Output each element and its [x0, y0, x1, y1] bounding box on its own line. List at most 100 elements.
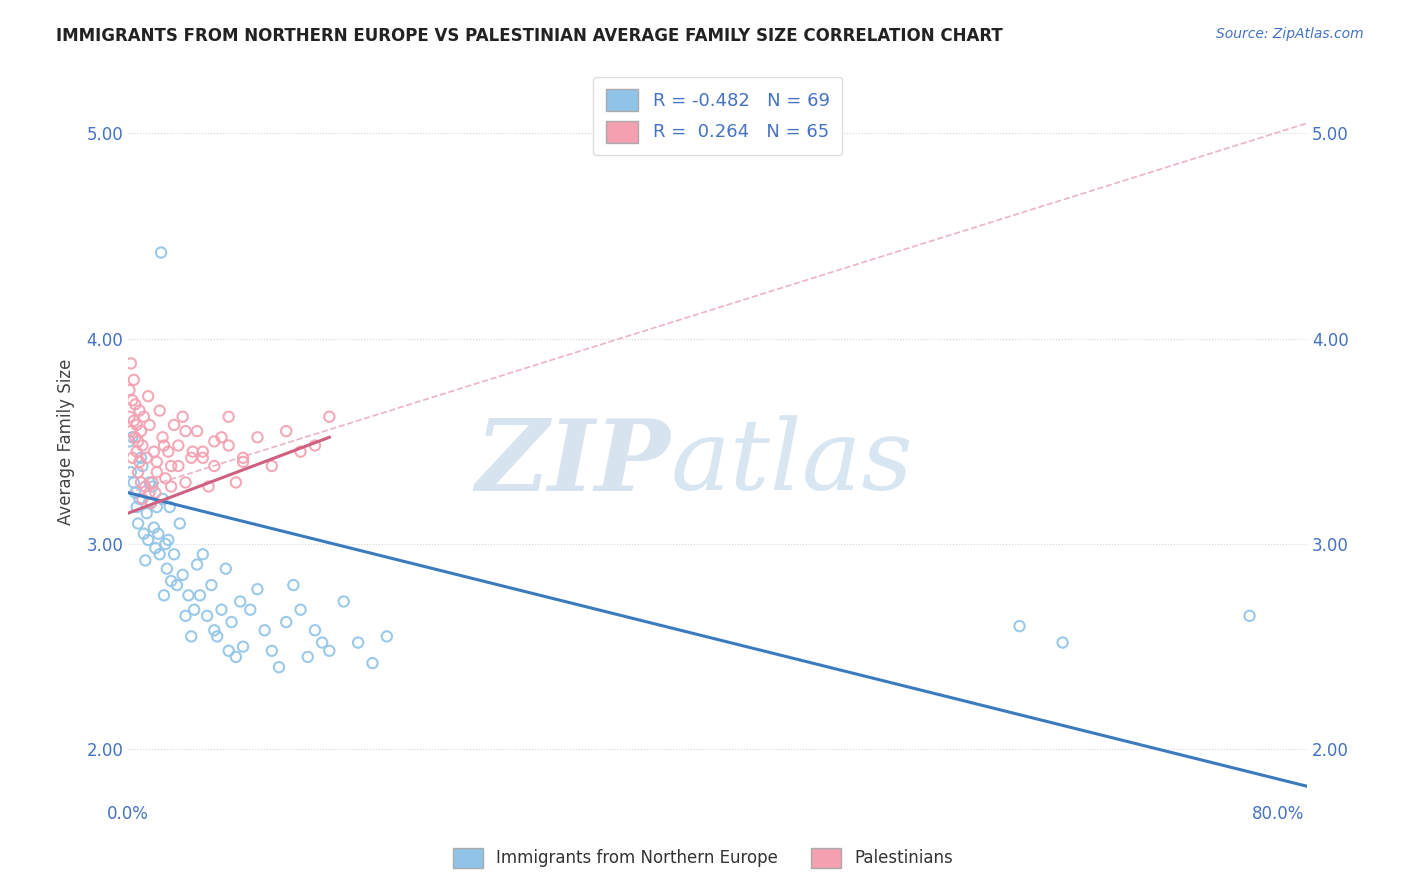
Legend: Immigrants from Northern Europe, Palestinians: Immigrants from Northern Europe, Palesti… — [446, 841, 960, 875]
Point — [132, 409, 155, 424]
Point — [127, 465, 149, 479]
Point — [218, 409, 240, 424]
Point — [283, 578, 305, 592]
Point — [166, 578, 188, 592]
Point — [122, 475, 145, 490]
Point — [136, 533, 159, 547]
Point — [246, 582, 269, 597]
Point — [121, 430, 143, 444]
Point — [128, 455, 150, 469]
Point — [172, 567, 194, 582]
Point — [159, 500, 181, 514]
Point — [225, 649, 247, 664]
Point — [143, 485, 166, 500]
Point — [225, 475, 247, 490]
Point — [163, 417, 186, 432]
Point — [138, 417, 160, 432]
Point — [118, 383, 141, 397]
Point — [191, 450, 214, 465]
Point — [181, 444, 204, 458]
Point — [122, 373, 145, 387]
Point — [127, 516, 149, 531]
Point — [125, 500, 148, 514]
Point — [150, 245, 173, 260]
Point — [186, 424, 208, 438]
Point — [290, 603, 312, 617]
Point — [157, 444, 180, 458]
Point — [202, 624, 225, 638]
Point — [239, 603, 262, 617]
Point — [139, 496, 162, 510]
Point — [132, 526, 155, 541]
Point — [138, 475, 160, 490]
Point — [200, 578, 222, 592]
Point — [124, 397, 146, 411]
Point — [152, 430, 174, 444]
Point — [191, 444, 214, 458]
Text: ZIP: ZIP — [475, 415, 671, 511]
Point — [129, 475, 152, 490]
Point — [260, 644, 283, 658]
Point — [347, 635, 370, 649]
Point — [246, 430, 269, 444]
Point — [146, 455, 169, 469]
Point — [153, 588, 176, 602]
Point — [191, 547, 214, 561]
Point — [128, 403, 150, 417]
Point — [195, 608, 218, 623]
Text: Source: ZipAtlas.com: Source: ZipAtlas.com — [1216, 27, 1364, 41]
Point — [218, 438, 240, 452]
Point — [260, 458, 283, 473]
Point — [135, 506, 157, 520]
Point — [215, 562, 238, 576]
Point — [129, 424, 152, 438]
Point — [131, 491, 153, 506]
Point — [129, 450, 152, 465]
Point — [167, 458, 190, 473]
Point — [218, 644, 240, 658]
Point — [122, 414, 145, 428]
Point — [267, 660, 290, 674]
Point — [146, 500, 169, 514]
Point — [149, 547, 172, 561]
Point — [120, 424, 142, 438]
Text: atlas: atlas — [671, 416, 912, 510]
Point — [134, 553, 156, 567]
Point — [276, 615, 298, 629]
Point — [142, 444, 165, 458]
Point — [174, 424, 197, 438]
Point — [229, 594, 252, 608]
Point — [138, 485, 160, 500]
Point — [276, 424, 298, 438]
Point — [183, 603, 205, 617]
Point — [290, 444, 312, 458]
Point — [152, 491, 174, 506]
Point — [127, 434, 149, 449]
Point — [232, 450, 254, 465]
Point — [120, 465, 142, 479]
Point — [167, 438, 190, 452]
Point — [304, 438, 326, 452]
Point — [221, 615, 243, 629]
Point — [160, 479, 183, 493]
Point — [1052, 635, 1074, 649]
Point — [361, 656, 384, 670]
Point — [139, 496, 162, 510]
Point — [197, 479, 219, 493]
Point — [125, 417, 148, 432]
Point — [131, 438, 153, 452]
Point — [169, 516, 191, 531]
Point — [297, 649, 319, 664]
Point — [120, 356, 142, 370]
Legend: R = -0.482   N = 69, R =  0.264   N = 65: R = -0.482 N = 69, R = 0.264 N = 65 — [593, 77, 842, 155]
Point — [311, 635, 333, 649]
Point — [174, 475, 197, 490]
Point — [211, 430, 233, 444]
Point — [153, 438, 176, 452]
Point — [211, 603, 233, 617]
Point — [160, 458, 183, 473]
Point — [160, 574, 183, 588]
Point — [118, 434, 141, 449]
Point — [118, 409, 141, 424]
Point — [136, 389, 159, 403]
